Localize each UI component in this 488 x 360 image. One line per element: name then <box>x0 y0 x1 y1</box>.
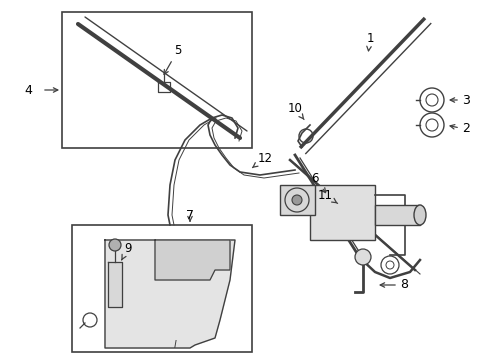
Text: 1: 1 <box>366 32 373 51</box>
Text: I: I <box>173 340 176 350</box>
Bar <box>72 225 251 352</box>
Bar <box>309 185 374 240</box>
Bar <box>62 12 251 148</box>
Bar <box>280 185 314 215</box>
Circle shape <box>354 249 370 265</box>
Text: 6: 6 <box>311 171 325 193</box>
Text: 8: 8 <box>399 279 407 292</box>
Text: 7: 7 <box>185 208 194 221</box>
Text: 4: 4 <box>24 84 32 96</box>
Polygon shape <box>105 240 235 348</box>
Polygon shape <box>108 262 122 307</box>
Text: 2: 2 <box>461 122 469 135</box>
Text: 9: 9 <box>122 242 131 260</box>
Text: 12: 12 <box>252 152 272 168</box>
Polygon shape <box>155 240 229 280</box>
Circle shape <box>109 239 121 251</box>
Circle shape <box>291 195 302 205</box>
Bar <box>374 205 419 225</box>
Text: 11: 11 <box>317 189 337 203</box>
Text: 5: 5 <box>164 44 182 75</box>
Ellipse shape <box>413 205 425 225</box>
Text: 3: 3 <box>461 94 469 107</box>
Text: 10: 10 <box>287 102 304 120</box>
